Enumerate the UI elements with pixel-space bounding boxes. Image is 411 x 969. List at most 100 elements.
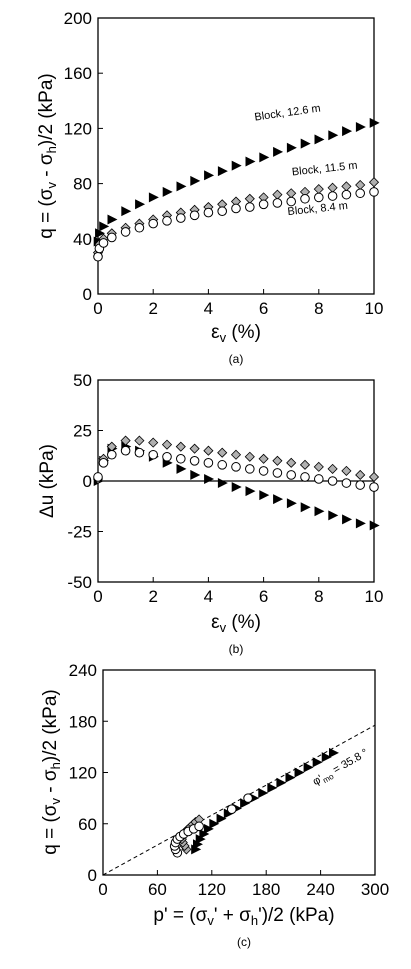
axis-ticks-a: 0 2 4 6 8 10 0 40 80 120 160 200 <box>64 9 384 318</box>
x-tick-label: 0 <box>93 299 102 318</box>
data-point <box>203 207 214 218</box>
y-tick-label: 80 <box>73 175 92 194</box>
data-point <box>258 199 269 210</box>
data-point <box>314 192 324 203</box>
data-point <box>134 222 145 233</box>
data-point <box>286 188 297 199</box>
plot-frame-a <box>97 17 375 295</box>
x-tick-label: 60 <box>148 880 167 899</box>
data-point <box>244 451 255 462</box>
data-point <box>285 772 296 783</box>
data-point <box>231 462 241 472</box>
data-point <box>272 455 283 466</box>
data-point <box>321 752 332 763</box>
data-point <box>276 777 287 788</box>
data-point <box>341 181 352 192</box>
data-point <box>272 189 283 200</box>
data-point <box>98 458 109 468</box>
data-point <box>216 813 227 824</box>
x-tick-label: 240 <box>306 880 334 899</box>
data-point <box>175 441 186 452</box>
caption-b: (b) <box>229 642 244 656</box>
data-point <box>300 193 310 204</box>
data-point <box>204 170 215 181</box>
data-point <box>314 134 325 145</box>
ylabel-b: Δu (kPa) <box>37 444 58 518</box>
data-point <box>148 218 158 229</box>
data-point <box>286 470 297 480</box>
x-tick-label: 4 <box>204 299 213 318</box>
panel-c: 0 60 120 180 240 300 0 60 120 180 240 φ'mo = 35.8 … <box>40 661 389 949</box>
data-point <box>314 474 324 484</box>
data-point <box>217 206 227 216</box>
data-point <box>245 486 256 497</box>
axis-ticks-b: 0 2 4 6 8 10 -50 -25 0 25 50 <box>67 371 383 606</box>
data-point <box>286 498 297 509</box>
data-point <box>209 818 220 829</box>
data-point <box>107 449 117 460</box>
failure-envelope-line <box>102 724 376 876</box>
x-tick-label: 8 <box>314 299 323 318</box>
data-point <box>341 189 352 200</box>
data-point <box>98 238 109 248</box>
data-point <box>217 166 228 177</box>
data-point <box>286 142 297 153</box>
data-point <box>162 186 173 197</box>
y-tick-label: -50 <box>67 573 92 592</box>
data-point <box>355 179 366 191</box>
data-point <box>328 130 339 141</box>
data-point <box>259 152 270 163</box>
data-point <box>217 460 227 470</box>
data-point <box>245 464 255 474</box>
data-point <box>300 472 310 482</box>
failure-envelope-label: φ'mo = 35.8 ° <box>311 747 371 790</box>
data-point <box>203 458 214 468</box>
caption-c: (c) <box>237 935 251 949</box>
data-point <box>243 793 253 803</box>
data-point <box>258 788 269 798</box>
data-point <box>189 443 200 454</box>
y-tick-label: -25 <box>67 523 92 542</box>
data-point <box>176 181 187 192</box>
data-point <box>286 457 297 468</box>
data-marks-c <box>169 747 339 858</box>
data-point <box>327 463 338 474</box>
data-point <box>203 445 214 456</box>
data-point <box>272 198 283 208</box>
annotation-block-8-4: Block, 8.4 m <box>287 200 348 218</box>
data-point <box>300 502 311 513</box>
data-point <box>176 213 186 223</box>
y-tick-label: 240 <box>69 661 97 680</box>
x-tick-label: 120 <box>198 880 226 899</box>
data-point <box>245 156 256 167</box>
data-point <box>162 451 172 462</box>
y-tick-label: 160 <box>64 64 92 83</box>
y-tick-label: 40 <box>73 230 92 249</box>
data-point <box>204 473 215 484</box>
x-tick-label: 0 <box>98 880 107 899</box>
data-point <box>312 757 323 768</box>
data-point <box>134 447 145 458</box>
x-tick-label: 6 <box>259 587 268 606</box>
data-point <box>161 439 173 450</box>
data-point <box>342 126 353 137</box>
data-point <box>189 456 200 466</box>
data-point <box>190 469 201 480</box>
data-point <box>272 468 283 478</box>
data-point <box>313 461 324 472</box>
data-point <box>342 514 353 525</box>
data-point <box>162 216 172 226</box>
data-point <box>286 196 297 207</box>
data-point <box>327 191 338 201</box>
data-point <box>99 221 110 232</box>
x-tick-label: 180 <box>252 880 280 899</box>
annotation-block-12-6: Block, 12.6 m <box>254 102 322 123</box>
data-point <box>121 206 132 217</box>
data-point <box>120 445 131 456</box>
data-point <box>120 435 131 446</box>
x-tick-label: 4 <box>204 587 213 606</box>
panel-a: 0 2 4 6 8 10 0 40 80 120 160 200 q = (σv - σh)/2 (k… <box>36 9 383 366</box>
data-point <box>120 227 131 237</box>
data-point <box>135 199 146 210</box>
